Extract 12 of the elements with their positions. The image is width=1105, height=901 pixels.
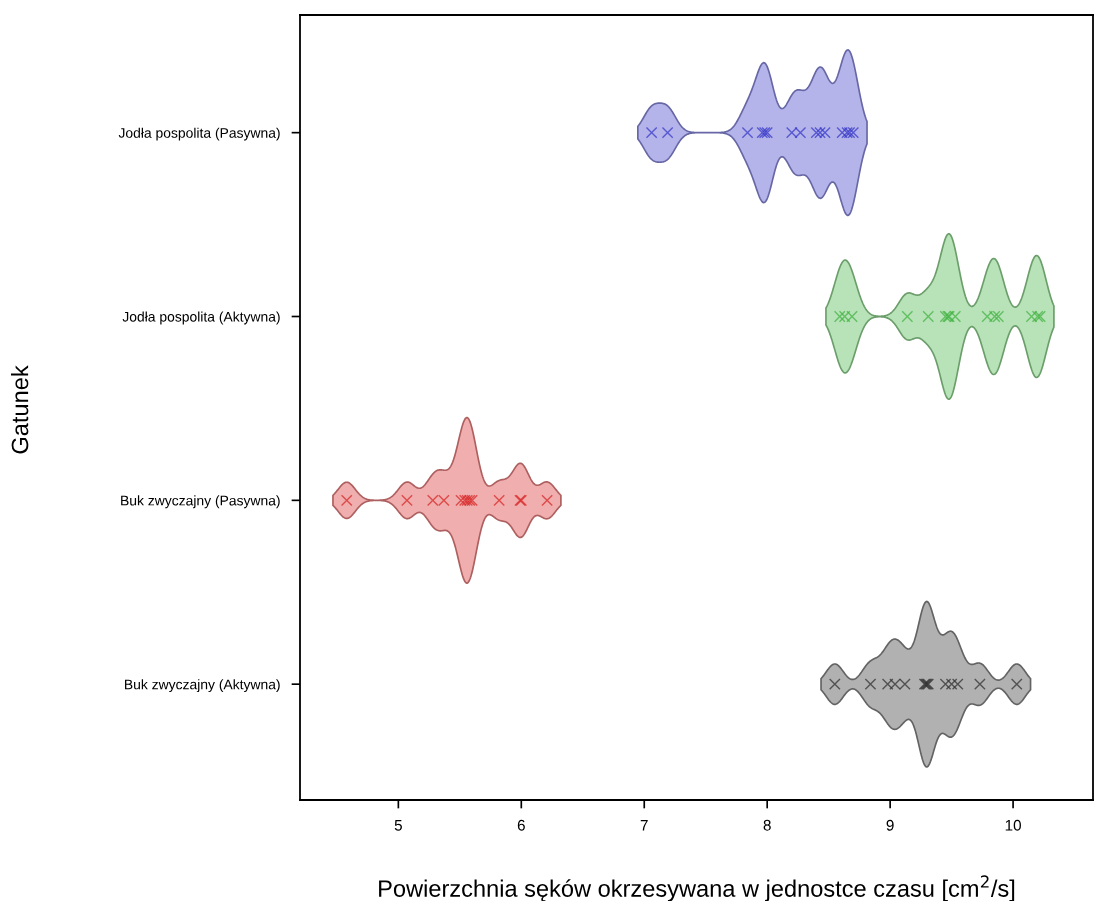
y-tick-label: Buk zwyczajny (Aktywna) [125, 679, 280, 693]
x-tick-label: 7 [640, 820, 648, 831]
x-tick-label: 10 [1005, 819, 1021, 831]
x-tick-label: 6 [517, 819, 525, 831]
x-axis-title: Powierzchnia sęków okrzesywana w jednostce czasu [cm$^{2}$/s] [379, 875, 1015, 901]
x-tick-label: 5 [394, 820, 402, 831]
x-tick-label: 9 [886, 819, 894, 831]
y-tick-label: Jodła pospolita (Pasywna) [118, 127, 280, 141]
x-tick-label: 8 [763, 819, 771, 831]
y-axis-title: Gatunek [11, 365, 29, 454]
y-tick-label: Jodła pospolita (Aktywna) [122, 311, 280, 325]
y-tick-label: Buk zwyczajny (Pasywna) [121, 495, 280, 509]
